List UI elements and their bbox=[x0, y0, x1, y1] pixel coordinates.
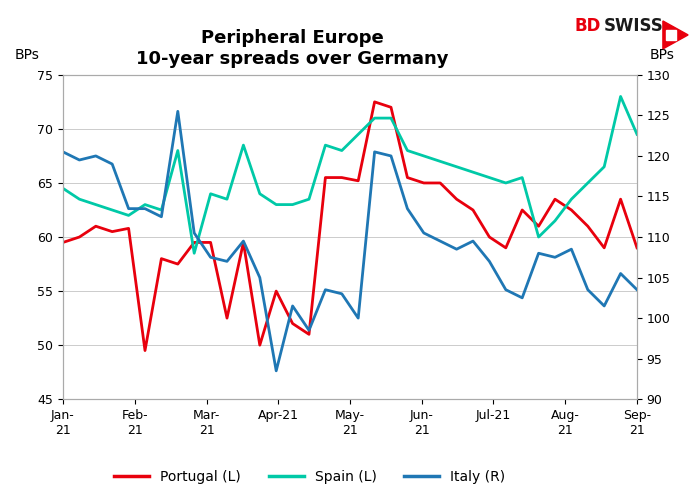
Text: BPs: BPs bbox=[14, 48, 39, 62]
Legend: Portugal (L), Spain (L), Italy (R): Portugal (L), Spain (L), Italy (R) bbox=[109, 465, 511, 490]
Polygon shape bbox=[663, 21, 688, 49]
Text: SWISS: SWISS bbox=[603, 17, 663, 35]
Text: BD: BD bbox=[574, 17, 601, 35]
Title: Peripheral Europe
10-year spreads over Germany: Peripheral Europe 10-year spreads over G… bbox=[136, 29, 449, 68]
Bar bbox=[666, 30, 675, 40]
Text: BPs: BPs bbox=[650, 48, 674, 62]
